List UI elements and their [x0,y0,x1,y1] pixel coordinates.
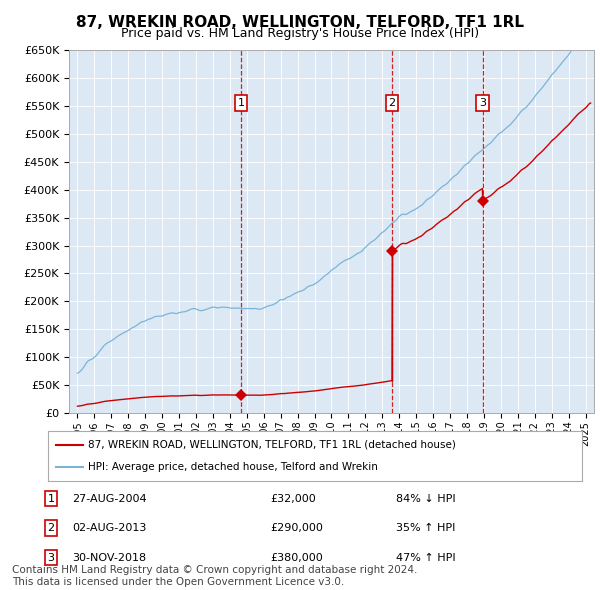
Text: £32,000: £32,000 [270,494,316,503]
Text: 87, WREKIN ROAD, WELLINGTON, TELFORD, TF1 1RL: 87, WREKIN ROAD, WELLINGTON, TELFORD, TF… [76,15,524,30]
Text: Contains HM Land Registry data © Crown copyright and database right 2024.
This d: Contains HM Land Registry data © Crown c… [12,565,418,587]
Text: 2: 2 [389,98,395,108]
Text: 47% ↑ HPI: 47% ↑ HPI [396,553,455,562]
Text: £290,000: £290,000 [270,523,323,533]
Text: 02-AUG-2013: 02-AUG-2013 [72,523,146,533]
Text: 35% ↑ HPI: 35% ↑ HPI [396,523,455,533]
Text: 3: 3 [47,553,55,562]
Text: 2: 2 [47,523,55,533]
Text: 1: 1 [47,494,55,503]
Text: Price paid vs. HM Land Registry's House Price Index (HPI): Price paid vs. HM Land Registry's House … [121,27,479,40]
Text: £380,000: £380,000 [270,553,323,562]
Text: 27-AUG-2004: 27-AUG-2004 [72,494,146,503]
Text: 87, WREKIN ROAD, WELLINGTON, TELFORD, TF1 1RL (detached house): 87, WREKIN ROAD, WELLINGTON, TELFORD, TF… [88,440,456,450]
Text: 84% ↓ HPI: 84% ↓ HPI [396,494,455,503]
Text: 1: 1 [238,98,244,108]
Text: 3: 3 [479,98,486,108]
Text: HPI: Average price, detached house, Telford and Wrekin: HPI: Average price, detached house, Telf… [88,462,378,472]
Text: 30-NOV-2018: 30-NOV-2018 [72,553,146,562]
